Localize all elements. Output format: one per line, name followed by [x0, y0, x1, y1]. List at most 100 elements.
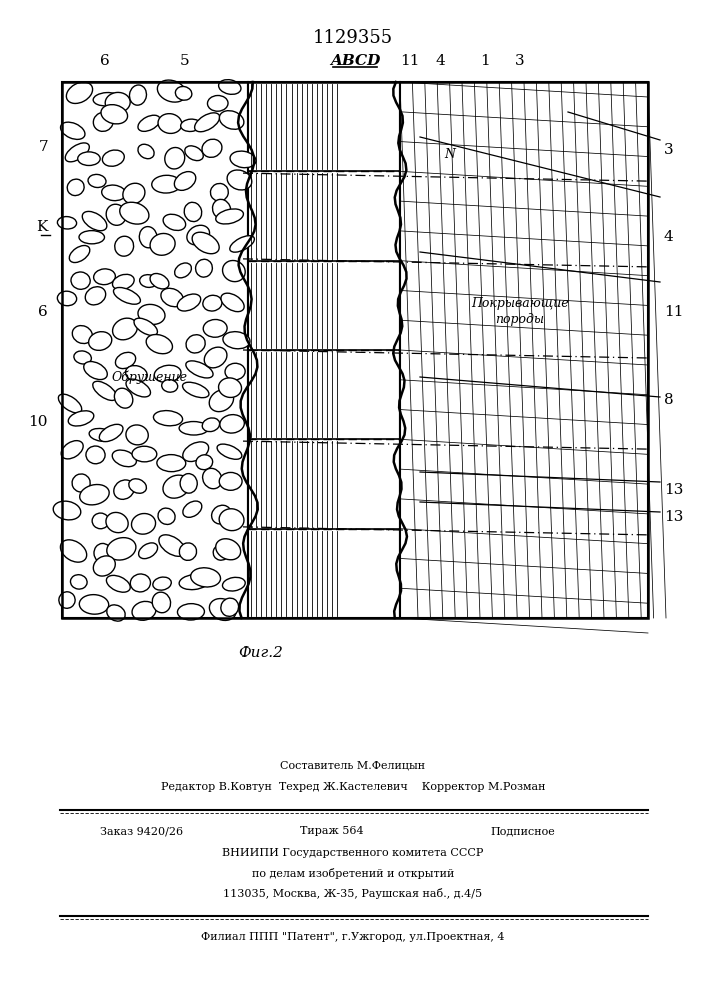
Ellipse shape — [139, 227, 157, 248]
Ellipse shape — [132, 514, 156, 534]
Ellipse shape — [158, 80, 186, 102]
Ellipse shape — [115, 352, 136, 369]
Text: 11: 11 — [400, 54, 420, 68]
Ellipse shape — [72, 326, 93, 344]
Text: 1129355: 1129355 — [313, 29, 393, 47]
Ellipse shape — [219, 111, 244, 129]
Ellipse shape — [140, 275, 157, 287]
Ellipse shape — [196, 259, 212, 277]
Ellipse shape — [211, 505, 231, 524]
Ellipse shape — [183, 442, 209, 462]
Ellipse shape — [78, 152, 100, 165]
Text: Тираж 564: Тираж 564 — [300, 826, 363, 836]
Ellipse shape — [209, 599, 236, 620]
Ellipse shape — [139, 543, 158, 559]
Ellipse shape — [123, 183, 145, 204]
Ellipse shape — [79, 595, 109, 614]
Text: 8: 8 — [664, 393, 674, 407]
Ellipse shape — [115, 236, 134, 256]
Ellipse shape — [175, 86, 192, 100]
Ellipse shape — [88, 174, 106, 188]
Ellipse shape — [182, 382, 209, 398]
Ellipse shape — [179, 574, 209, 590]
Ellipse shape — [175, 172, 196, 190]
Ellipse shape — [57, 217, 76, 229]
Text: Заказ 9420/26: Заказ 9420/26 — [100, 826, 183, 836]
Ellipse shape — [216, 539, 240, 560]
Text: 1: 1 — [480, 54, 490, 68]
Ellipse shape — [59, 592, 75, 608]
Ellipse shape — [194, 113, 220, 132]
Ellipse shape — [202, 139, 222, 157]
Ellipse shape — [185, 202, 201, 222]
Ellipse shape — [66, 82, 93, 103]
Text: N: N — [445, 147, 455, 160]
Bar — [62, 82, 648, 618]
Ellipse shape — [83, 362, 107, 380]
Text: Фиг.2: Фиг.2 — [238, 646, 284, 660]
Ellipse shape — [152, 175, 181, 193]
Ellipse shape — [86, 287, 105, 305]
Ellipse shape — [223, 260, 245, 282]
Text: ВНИИПИ Государственного комитета СССР: ВНИИПИ Государственного комитета СССР — [222, 848, 484, 858]
Ellipse shape — [93, 556, 115, 576]
Ellipse shape — [220, 415, 245, 433]
Ellipse shape — [53, 501, 81, 520]
Ellipse shape — [150, 233, 175, 255]
Ellipse shape — [129, 479, 146, 493]
Ellipse shape — [152, 592, 170, 613]
Ellipse shape — [103, 150, 124, 166]
Ellipse shape — [150, 274, 169, 289]
Text: 4: 4 — [435, 54, 445, 68]
Ellipse shape — [102, 185, 126, 201]
Ellipse shape — [191, 568, 221, 587]
Ellipse shape — [93, 112, 113, 131]
Ellipse shape — [86, 446, 105, 464]
Ellipse shape — [106, 204, 126, 225]
Text: 11: 11 — [664, 305, 684, 319]
Bar — [62, 82, 248, 618]
Text: Обрушение: Обрушение — [112, 370, 188, 384]
Bar — [400, 82, 648, 618]
Ellipse shape — [202, 418, 220, 432]
Ellipse shape — [175, 263, 192, 278]
Ellipse shape — [80, 485, 109, 505]
Ellipse shape — [158, 508, 175, 524]
Ellipse shape — [138, 115, 160, 131]
Ellipse shape — [217, 444, 242, 459]
Ellipse shape — [71, 575, 87, 589]
Ellipse shape — [186, 335, 205, 353]
Ellipse shape — [196, 455, 213, 470]
Ellipse shape — [179, 422, 209, 435]
Ellipse shape — [187, 225, 209, 245]
Text: 13: 13 — [664, 510, 684, 524]
Ellipse shape — [88, 332, 112, 350]
Ellipse shape — [106, 575, 130, 592]
Ellipse shape — [126, 366, 147, 382]
Ellipse shape — [216, 209, 243, 224]
Ellipse shape — [99, 424, 123, 442]
Text: 13: 13 — [664, 483, 684, 497]
Ellipse shape — [101, 105, 127, 124]
Ellipse shape — [129, 85, 146, 105]
Text: Филиал ППП "Патент", г.Ужгород, ул.Проектная, 4: Филиал ППП "Патент", г.Ужгород, ул.Проек… — [201, 932, 505, 942]
Ellipse shape — [181, 119, 201, 131]
Ellipse shape — [94, 543, 112, 563]
Ellipse shape — [213, 199, 230, 219]
Text: по делам изобретений и открытий: по делам изобретений и открытий — [252, 868, 454, 879]
Ellipse shape — [138, 144, 154, 159]
Ellipse shape — [162, 380, 177, 392]
Ellipse shape — [132, 446, 157, 462]
Text: 4: 4 — [664, 230, 674, 244]
Ellipse shape — [89, 428, 114, 441]
Ellipse shape — [74, 351, 91, 364]
Ellipse shape — [185, 146, 204, 161]
Ellipse shape — [177, 294, 201, 311]
Text: 6: 6 — [100, 54, 110, 68]
Ellipse shape — [126, 379, 151, 397]
Ellipse shape — [93, 269, 115, 285]
Ellipse shape — [69, 246, 90, 263]
Ellipse shape — [186, 361, 213, 378]
Ellipse shape — [209, 390, 233, 412]
Ellipse shape — [82, 211, 107, 231]
